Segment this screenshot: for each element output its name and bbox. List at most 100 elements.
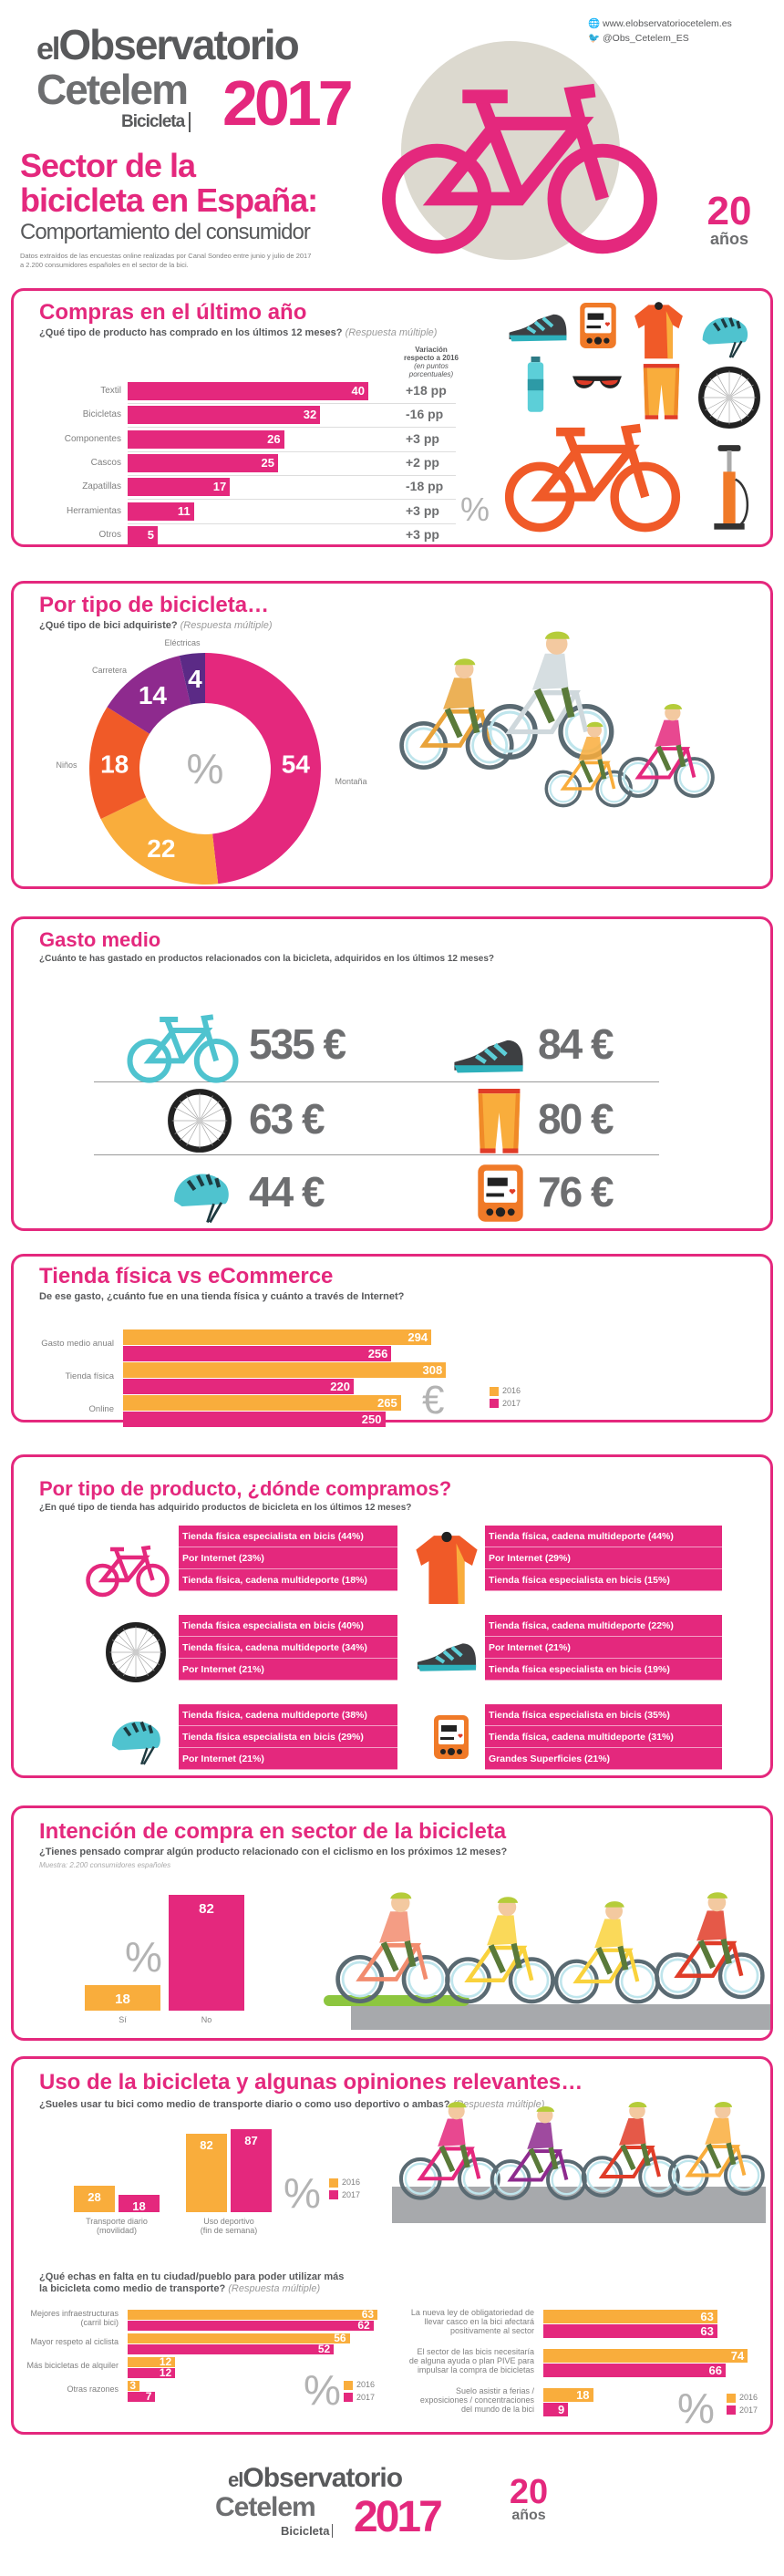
cyclist-illustration <box>665 2100 766 2200</box>
logo-bicicleta: Bicicleta <box>121 112 191 132</box>
store-option: Por Internet (21%) <box>179 1748 397 1770</box>
category-label-line: Mejores infraestructuras <box>30 2309 119 2318</box>
logo-line-1: elObservatorio <box>36 21 300 70</box>
question-text: ¿Sueles usar tu bici como medio de trans… <box>39 2099 450 2110</box>
section-question: ¿En qué tipo de tienda has adquirido pro… <box>39 1503 412 1513</box>
percent-symbol: % <box>460 491 490 528</box>
legend-swatch <box>344 2380 353 2390</box>
category-label: Online <box>88 1404 114 1414</box>
logo-cetelem: Cetelem <box>215 2492 316 2522</box>
anniversary-number: 20 <box>707 189 752 233</box>
website-link[interactable]: 🌐 www.elobservatoriocetelem.es <box>588 16 732 31</box>
section-donde-compramos: Por tipo de producto, ¿dónde compramos? … <box>11 1454 773 1778</box>
store-option: Tienda física especialista en bicis (19%… <box>485 1659 722 1681</box>
logo-observatorio: Observatorio <box>58 21 299 68</box>
category-label: La nueva ley de obligatoriedad de llevar … <box>411 2308 534 2336</box>
category-label-line: El sector de las bicis necesitaría <box>417 2347 534 2356</box>
category-label-line: (movilidad) <box>96 2225 137 2235</box>
store-option: Tienda física, cadena multideporte (31%) <box>485 1726 722 1748</box>
category-label: Transporte diario (movilidad) <box>65 2217 169 2236</box>
road-illustration <box>351 2004 770 2030</box>
question2-note: (Respuesta múltiple) <box>228 2283 321 2294</box>
legend-label: 2017 <box>356 2392 376 2402</box>
variation-h1: Variación <box>415 346 448 354</box>
category-label: Gasto medio anual <box>41 1339 114 1349</box>
question2-line-1: ¿Qué echas en falta en tu ciudad/pueblo … <box>39 2271 345 2282</box>
category-label-line: (fin de semana) <box>200 2225 258 2235</box>
cycling-shoe-icon <box>415 1638 479 1676</box>
bar: 250 <box>123 1412 386 1427</box>
bar: 25 <box>128 453 278 472</box>
store-list: Tienda física especialista en bicis (44%… <box>179 1526 397 1591</box>
cycling-shoe-icon <box>451 1033 526 1079</box>
center-percent-label: % <box>187 745 224 792</box>
bar: 40 <box>128 382 368 400</box>
category-label-line: positivamente al sector <box>449 2325 534 2335</box>
donut-slice <box>100 797 219 885</box>
store-list: Tienda física, cadena multideporte (22%)… <box>485 1615 722 1681</box>
bar: 265 <box>123 1395 401 1411</box>
variation-h2: respecto a 2016 <box>403 354 459 362</box>
bar: 63 <box>543 2310 717 2323</box>
legend-item: 2017 <box>490 1399 521 1409</box>
bicycle-icon <box>369 78 670 260</box>
percent-symbol: % <box>284 2169 321 2217</box>
section-title: Tienda física vs eCommerce <box>39 1264 334 1288</box>
percent-symbol: % <box>304 2366 341 2414</box>
row-divider <box>128 450 456 452</box>
jersey-icon <box>415 1530 479 1608</box>
legend-label: 2016 <box>502 1386 521 1395</box>
bar: 17 <box>128 478 231 497</box>
logo-year: 2017 <box>222 67 354 139</box>
category-label: Mejores infraestructuras (carril bici) <box>30 2309 119 2328</box>
donut-slice <box>179 653 205 705</box>
question-text: ¿Qué tipo de producto has comprado en lo… <box>39 327 343 338</box>
category-label: Tienda física <box>65 1371 114 1381</box>
row-divider <box>128 403 456 404</box>
percent-symbol: % <box>677 2385 715 2432</box>
twitter-link[interactable]: 🐦 @Obs_Cetelem_ES <box>588 31 732 46</box>
slice-value: 14 <box>139 681 168 709</box>
category-label-line: del mundo de la bici <box>460 2404 534 2414</box>
twitter-text: @Obs_Cetelem_ES <box>603 33 689 44</box>
legend-label: 2017 <box>502 1398 521 1408</box>
legend-label: 2017 <box>342 2189 361 2199</box>
store-list: Tienda física, cadena multideporte (44%)… <box>485 1526 722 1591</box>
logo-year: 2017 <box>354 2493 443 2541</box>
store-option: Tienda física, cadena multideporte (34%) <box>179 1637 397 1659</box>
section-question-2: ¿Qué echas en falta en tu ciudad/pueblo … <box>39 2271 344 2295</box>
legend-label: 2016 <box>342 2178 361 2187</box>
cycle-computer-icon <box>579 302 617 349</box>
legend-label: 2017 <box>739 2405 758 2415</box>
gasto-casco-value: 44 € <box>249 1168 325 1216</box>
section-question: De ese gasto, ¿cuánto fue en una tienda … <box>39 1291 405 1302</box>
sunglasses-icon <box>570 373 624 396</box>
store-option: Por Internet (21%) <box>485 1637 722 1659</box>
legend-swatch <box>727 2393 736 2403</box>
category-label-line: Suelo asistir a ferias / <box>455 2386 534 2395</box>
variation-header: Variación respecto a 2016 (en puntos porcen… <box>395 346 468 378</box>
column: 28 <box>74 2185 115 2212</box>
legend-item: 2017 <box>727 2405 758 2416</box>
helmet-icon <box>108 1711 164 1767</box>
slice-value: 4 <box>188 665 202 693</box>
bar: 66 <box>543 2364 726 2377</box>
section-compras: Compras en el último año ¿Qué tipo de pr… <box>11 288 773 547</box>
question2-line-2: la bicicleta como medio de transporte? <box>39 2283 226 2294</box>
website-text: www.elobservatoriocetelem.es <box>603 18 732 29</box>
cyclist-illustration <box>333 1890 451 2009</box>
note-line-1: Datos extraídos de las encuestas online … <box>20 252 312 260</box>
percent-symbol: % <box>125 1933 162 1981</box>
cycling-shorts-icon <box>474 1089 524 1154</box>
donut-slice <box>205 653 321 885</box>
store-option: Por Internet (21%) <box>179 1659 397 1681</box>
bar: 3 <box>128 2380 140 2391</box>
gasto-textil-value: 80 € <box>538 1095 614 1143</box>
legend-swatch <box>490 1386 499 1396</box>
variation-value: +18 pp <box>406 383 447 398</box>
legend-item: 2017 <box>344 2393 375 2403</box>
bar: 74 <box>543 2349 748 2363</box>
row-divider <box>128 427 456 429</box>
euro-symbol: € <box>422 1378 445 1422</box>
store-list: Tienda física especialista en bicis (40%… <box>179 1615 397 1681</box>
